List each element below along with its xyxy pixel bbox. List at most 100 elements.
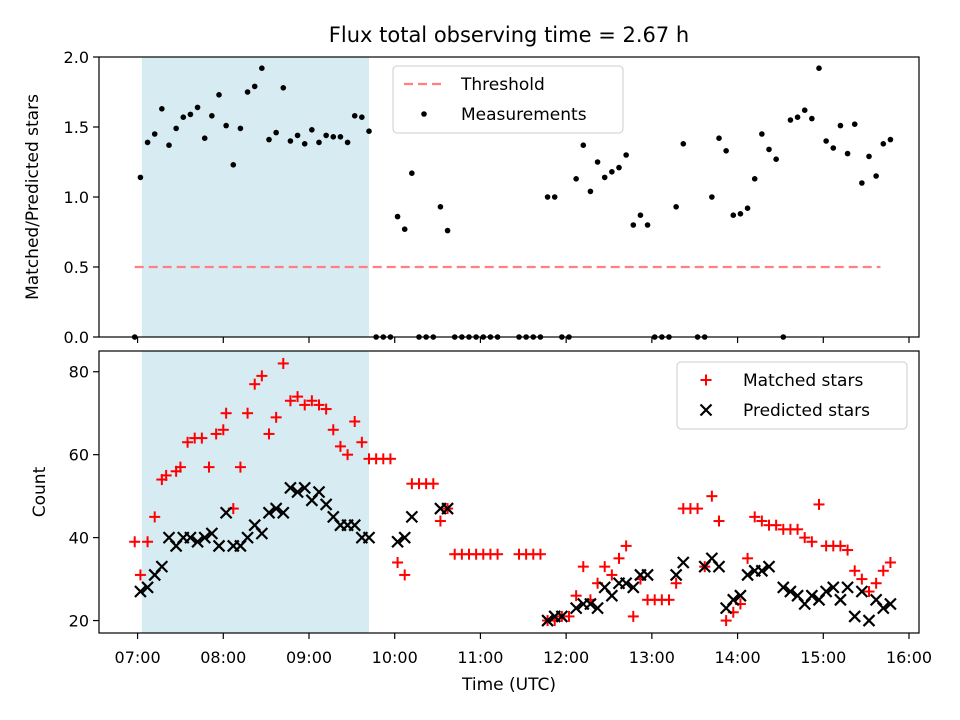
matched-star-point — [849, 565, 861, 577]
legend-measurements-swatch — [421, 111, 427, 117]
measurement-point — [166, 142, 172, 148]
bottom-legend-box — [676, 361, 908, 430]
matched-star-point — [203, 461, 215, 473]
x-marker-b — [248, 518, 261, 532]
x-marker-b — [441, 502, 454, 515]
x-marker-b — [862, 614, 876, 627]
predicted-star-point — [834, 593, 847, 607]
x-marker-b — [269, 502, 283, 515]
predicted-star-point — [141, 581, 154, 594]
x-tick-label: 09:00 — [286, 648, 332, 667]
predicted-star-point — [727, 593, 740, 607]
measurement-point — [830, 145, 837, 151]
matched-star-point — [770, 519, 782, 531]
top-y-tick-label: 0.0 — [64, 328, 89, 347]
predicted-star-point — [755, 564, 769, 578]
predicted-star-point — [298, 481, 311, 495]
matched-star-point — [234, 461, 246, 473]
x-marker-b — [627, 581, 640, 594]
predicted-star-point — [641, 568, 654, 582]
measurement-point — [216, 92, 222, 98]
measurement-point — [880, 141, 887, 147]
predicted-star-point — [712, 560, 726, 573]
predicted-star-point — [155, 560, 169, 573]
matched-star-point — [384, 453, 396, 465]
x-marker-b — [362, 531, 376, 544]
bottom-y-tick-label: 80 — [69, 363, 89, 382]
measurement-point — [401, 226, 408, 232]
measurement-point — [359, 114, 365, 120]
x-marker-b — [205, 527, 219, 540]
measurement-point — [237, 125, 244, 132]
x-marker-b — [134, 585, 147, 598]
x-marker-b — [284, 481, 297, 495]
measurement-point — [323, 132, 329, 139]
top-y-ticks: 0.0 0.5 1.0 1.5 2.0 — [64, 48, 99, 347]
top-y-tick-label: 0.5 — [64, 258, 89, 277]
bottom-y-tick-label: 60 — [69, 446, 89, 465]
matched-star-point — [306, 395, 318, 407]
predicted-star-point — [219, 506, 233, 520]
x-tick-label: 10:00 — [372, 648, 418, 667]
predicted-star-point — [277, 506, 290, 520]
measurement-point — [344, 139, 351, 146]
matched-star-point — [627, 610, 639, 622]
predicted-star-point — [362, 531, 376, 544]
x-tick-label: 08:00 — [200, 648, 246, 667]
x-tick-label: 15:00 — [800, 648, 846, 667]
predicted-star-point — [762, 560, 776, 573]
matched-star-point — [356, 436, 368, 448]
measurement-point — [151, 131, 158, 137]
x-marker-b — [327, 510, 340, 524]
predicted-star-point — [284, 481, 297, 495]
top-y-tick-label: 1.5 — [64, 118, 89, 137]
legend-predicted-marker — [699, 403, 713, 417]
predicted-star-point — [741, 568, 754, 582]
predicted-star-point — [405, 510, 419, 524]
measurement-point — [680, 141, 687, 147]
measurement-point — [173, 125, 179, 132]
measurement-point — [209, 113, 215, 119]
matched-star-point — [349, 416, 361, 427]
predicted-star-point — [777, 581, 790, 594]
matched-star-point — [720, 615, 732, 627]
x-marker-b — [162, 531, 176, 544]
bottom-y-tick-label: 40 — [69, 529, 89, 548]
x-marker-b — [405, 510, 419, 524]
matched-star-point — [884, 557, 896, 568]
x-marker-b — [312, 485, 326, 499]
measurement-point — [201, 135, 208, 141]
top-legend: Threshold Measurements — [392, 65, 624, 134]
matched-star-point — [492, 548, 504, 560]
top-highlight-span — [141, 57, 369, 337]
matched-star-point — [299, 399, 311, 411]
predicted-star-point — [398, 531, 411, 544]
predicted-star-point — [255, 527, 269, 540]
x-marker-b — [741, 568, 754, 582]
matched-star-point — [834, 540, 846, 552]
matched-star-point — [713, 515, 725, 527]
measurement-point — [144, 139, 151, 146]
chart-title: Flux total observing time = 2.67 h — [329, 23, 689, 47]
x-marker-b — [598, 581, 611, 594]
matched-star-point — [160, 469, 172, 481]
measurement-point — [259, 65, 265, 71]
x-marker-b — [219, 506, 233, 520]
predicted-star-point — [805, 589, 819, 602]
measurement-point — [730, 212, 737, 218]
matched-star-point — [813, 498, 825, 510]
predicted-star-point — [541, 614, 554, 627]
matched-star-point — [670, 577, 682, 589]
predicted-star-point — [184, 531, 197, 544]
measurement-point — [616, 164, 622, 171]
measurement-point — [751, 176, 758, 182]
x-marker-b — [677, 556, 690, 569]
x-marker-b — [391, 535, 404, 549]
matched-star-point — [563, 610, 575, 622]
x-marker-b — [705, 552, 719, 565]
x-tick-label: 07:00 — [115, 648, 161, 667]
measurement-point — [366, 128, 372, 134]
x-marker-b — [734, 589, 747, 602]
measurement-point — [409, 170, 415, 176]
